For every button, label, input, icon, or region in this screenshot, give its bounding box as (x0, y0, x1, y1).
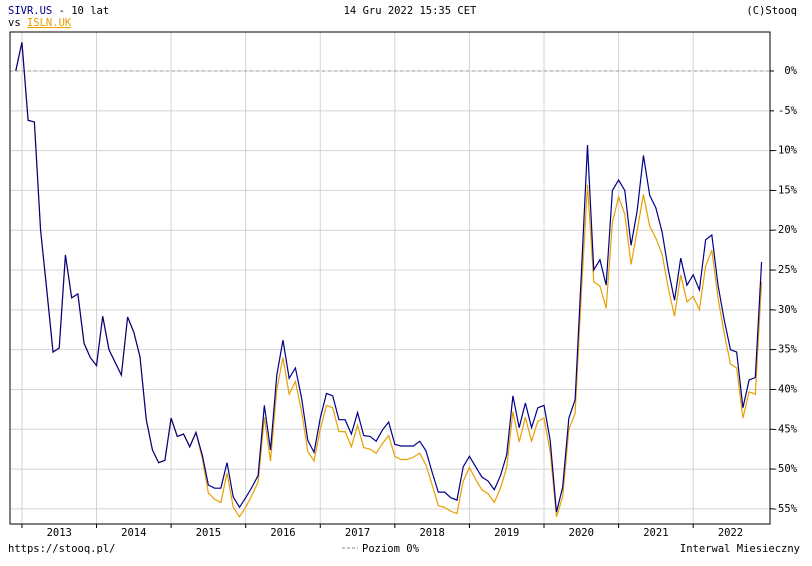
x-tick-label: 2016 (270, 527, 295, 539)
date-label: 14 Gru 2022 15:35 CET (344, 5, 477, 17)
header-vs: vs ISLN.UK (8, 17, 72, 29)
x-tick-label: 2015 (196, 527, 221, 539)
main-symbol: SIVR.US (8, 5, 52, 17)
y-tick-label: -35% (772, 344, 798, 356)
x-tick-label: 2017 (345, 527, 370, 539)
x-tick-label: 2013 (47, 527, 72, 539)
plot-frame (9, 31, 771, 525)
y-tick-label: -45% (772, 423, 798, 435)
y-tick-label: -20% (772, 224, 798, 236)
y-tick-label: -15% (772, 184, 798, 196)
y-tick-label: 0% (784, 65, 797, 77)
x-tick-label: 2020 (569, 527, 594, 539)
y-tick-label: -5% (778, 105, 798, 117)
source-link[interactable]: https://stooq.pl/ (8, 543, 115, 555)
y-tick-label: -25% (772, 264, 798, 276)
x-tick-label: 2022 (718, 527, 743, 539)
y-tick-label: -55% (772, 503, 798, 515)
copyright: (C)Stooq (746, 5, 797, 17)
vs-symbol: ISLN.UK (27, 17, 72, 29)
y-tick-label: -50% (772, 463, 798, 475)
x-tick-label: 2021 (643, 527, 668, 539)
y-tick-label: -30% (772, 304, 798, 316)
interval-label: Interwal Miesieczny (680, 543, 800, 555)
series-line (15, 42, 763, 518)
plot (15, 42, 763, 518)
y-tick-label: -40% (772, 383, 798, 395)
header-main: SIVR.US - 10 lat (8, 5, 109, 17)
grid: 0% -5% -10% -15% -20% -25% -30% -35% -40% -45% -50… (10, 32, 798, 539)
x-tick-label: 2014 (121, 527, 146, 539)
period-label: - 10 lat (52, 5, 109, 17)
reference-legend-label: Poziom 0% (362, 543, 420, 555)
x-tick-label: 2018 (419, 527, 444, 539)
y-tick-label: -10% (772, 145, 798, 157)
x-tick-label: 2019 (494, 527, 519, 539)
series-line (15, 42, 763, 513)
vs-label: vs (8, 17, 27, 29)
